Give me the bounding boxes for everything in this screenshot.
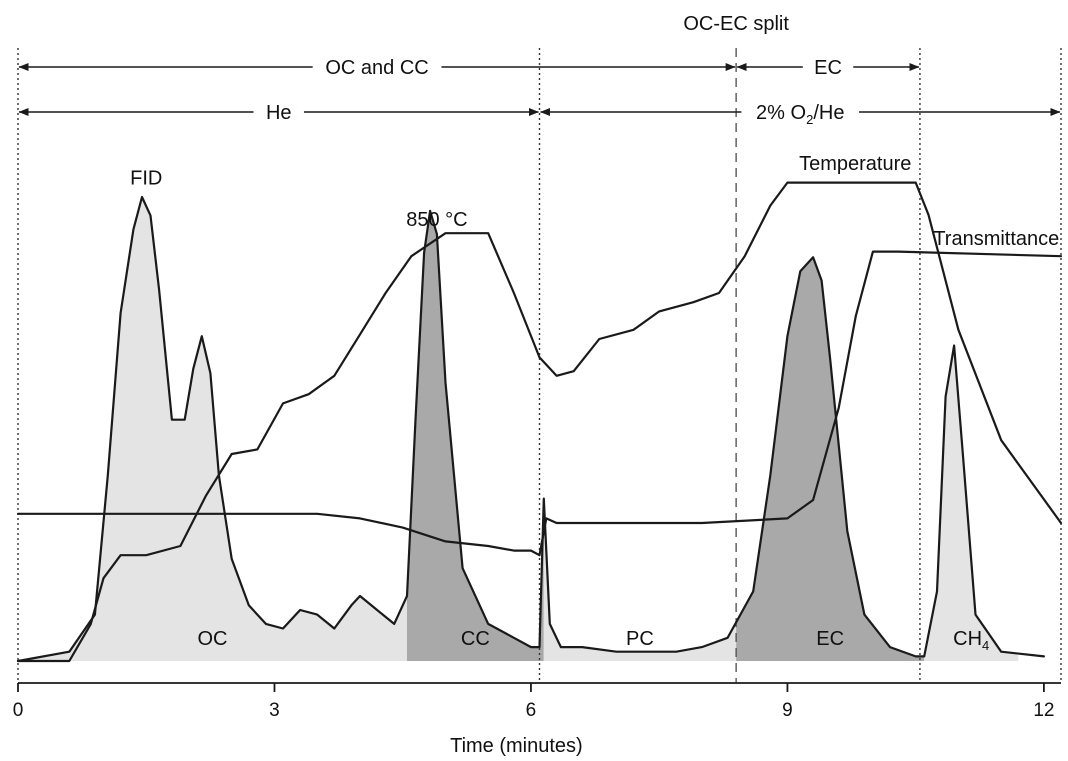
annotation-1: FID — [130, 167, 162, 189]
phase-label: He — [266, 102, 292, 124]
x-tick-label-9: 9 — [782, 700, 793, 721]
phase-arrows: OC and CC EC He 2% O2/He — [18, 57, 1061, 127]
area-label-pc: PC — [626, 628, 654, 650]
area-label-ec: EC — [816, 628, 844, 650]
area-fill-ec — [736, 257, 925, 661]
area-label-cc: CC — [461, 628, 490, 650]
oc-ec-split-label: OC-EC split — [683, 13, 789, 35]
series-line-fid — [16, 195, 1045, 663]
phase-label: EC — [814, 57, 842, 79]
x-axis-ticks: 0 3 6 9 12 — [13, 683, 1054, 721]
phase-carrier-gas-1: 2% O2/He — [540, 102, 1061, 127]
series-label-transmittance: Transmittance — [933, 228, 1059, 250]
x-tick-label-0: 0 — [13, 700, 24, 721]
series-line-temperature — [16, 181, 1063, 663]
phase-label: OC and CC — [325, 57, 428, 79]
area-label-ch: CH4 — [953, 628, 989, 653]
phase-fraction-1: EC — [736, 57, 920, 79]
x-axis: 0 3 6 9 12 Time (minutes) — [13, 682, 1061, 757]
series-line-transmittance — [16, 250, 1063, 557]
x-tick-label-3: 3 — [269, 700, 280, 721]
annotation-0: 850 °C — [406, 209, 467, 231]
phase-fraction-0: OC and CC — [18, 57, 736, 79]
series-label-temperature: Temperature — [799, 153, 911, 175]
phase-label: 2% O2/He — [756, 102, 844, 127]
area-label-oc: OC — [197, 628, 227, 650]
x-axis-title: Time (minutes) — [450, 735, 583, 757]
area-labels: OC CC PC EC CH4 — [197, 628, 989, 653]
annotations: 850 °C FID — [130, 167, 467, 231]
x-tick-label-12: 12 — [1033, 700, 1054, 721]
series-labels: Temperature Transmittance — [799, 153, 1059, 250]
curves — [16, 181, 1063, 663]
area-fill-ch — [924, 345, 1019, 661]
phase-boundaries — [17, 48, 1062, 683]
area-fill-oc — [18, 197, 407, 661]
x-tick-label-6: 6 — [526, 700, 537, 721]
area-fill-pc — [543, 498, 737, 661]
phase-carrier-gas-0: He — [18, 102, 539, 124]
